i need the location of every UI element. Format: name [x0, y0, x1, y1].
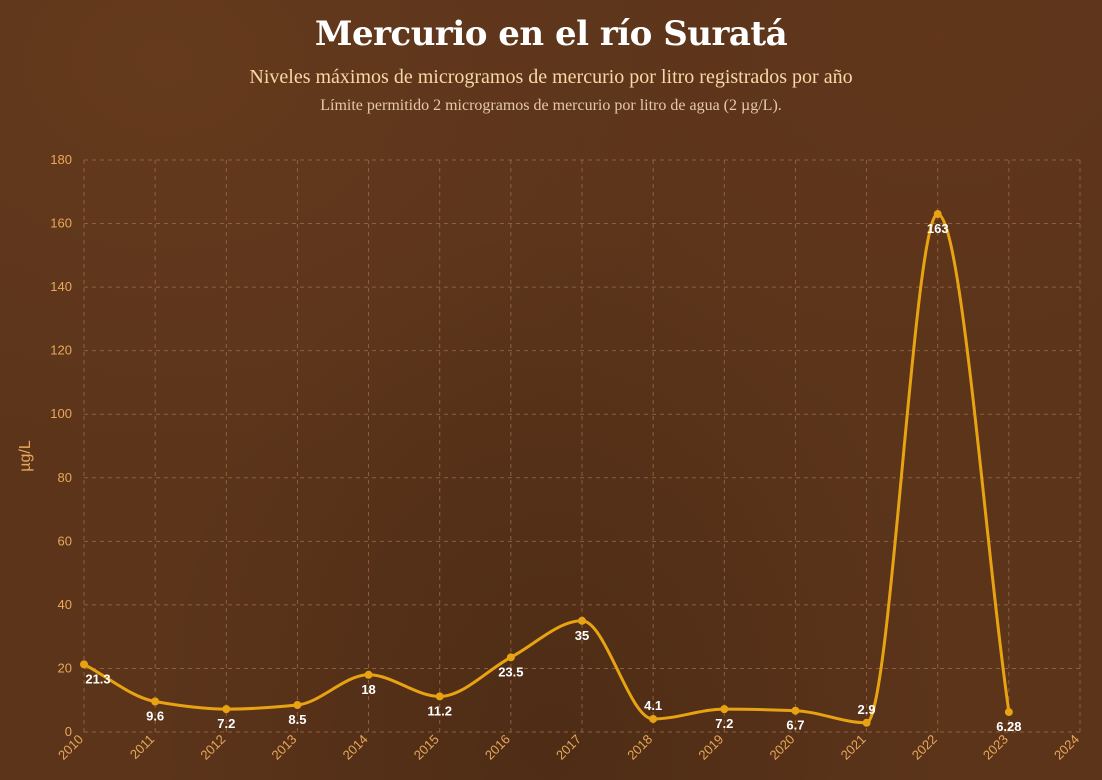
- data-point: [293, 700, 302, 709]
- data-points: [80, 210, 1013, 727]
- data-label: 11.2: [427, 703, 452, 718]
- x-tick-label: 2020: [766, 732, 797, 763]
- data-point: [364, 670, 373, 679]
- data-point: [80, 660, 88, 669]
- data-label: 6.7: [786, 718, 804, 733]
- series-line: [83, 212, 1011, 725]
- x-tick-label: 2022: [909, 732, 940, 763]
- data-label: 9.6: [146, 708, 164, 723]
- data-point: [791, 706, 800, 715]
- y-tick-label: 140: [50, 279, 72, 294]
- grid: [83, 159, 1081, 733]
- x-tick-label: 2019: [695, 732, 726, 763]
- data-point: [720, 705, 729, 714]
- y-tick-label: 160: [50, 216, 72, 231]
- y-axis-ticks: 0 20 40 60 80 100 120 140 160 180: [50, 152, 72, 739]
- y-tick-label: 180: [50, 152, 72, 167]
- y-axis-title: µg/L: [17, 440, 34, 472]
- x-axis-ticks: 2010 2011 2012 2013 2014 2015 2016 2017 2018 2019…: [55, 732, 1082, 763]
- data-point: [151, 697, 160, 706]
- data-labels: 21.3 9.6 7.2 8.5 18 11.2 23.5 35 4.1 7.2 6.7 2.9 163…: [85, 221, 1021, 734]
- data-point: [649, 714, 658, 723]
- x-tick-label: 2018: [624, 732, 655, 763]
- data-point: [1004, 708, 1013, 717]
- x-tick-label: 2017: [553, 732, 584, 763]
- data-label: 6.28: [996, 719, 1021, 734]
- x-tick-label: 2014: [340, 732, 371, 763]
- data-point: [862, 718, 871, 727]
- x-tick-label: 2010: [55, 732, 86, 763]
- x-tick-label: 2016: [482, 732, 513, 763]
- data-label: 21.3: [85, 671, 110, 686]
- data-label: 8.5: [288, 712, 306, 727]
- chart-title: Mercurio en el río Suratá: [314, 14, 788, 54]
- x-tick-label: 2011: [127, 732, 157, 762]
- x-tick-label: 2015: [411, 732, 442, 763]
- x-tick-label: 2012: [197, 732, 228, 763]
- data-label: 2.9: [858, 702, 876, 717]
- y-tick-label: 0: [65, 724, 72, 739]
- data-label: 7.2: [715, 716, 733, 731]
- x-tick-label: 2021: [838, 732, 869, 763]
- y-tick-label: 120: [50, 343, 72, 358]
- data-point: [933, 210, 942, 219]
- data-label: 35: [575, 628, 589, 643]
- y-tick-label: 20: [58, 660, 72, 675]
- data-point: [222, 705, 231, 714]
- x-tick-label: 2024: [1051, 732, 1082, 763]
- data-label: 18: [361, 682, 375, 697]
- y-tick-label: 40: [58, 597, 72, 612]
- data-point: [578, 616, 586, 625]
- data-label: 163: [927, 221, 949, 236]
- chart-note: Límite permitido 2 microgramos de mercur…: [320, 97, 782, 114]
- x-tick-label: 2013: [268, 732, 299, 763]
- data-label: 4.1: [644, 698, 662, 713]
- data-point: [435, 692, 444, 701]
- data-label: 23.5: [498, 664, 523, 679]
- y-tick-label: 80: [58, 470, 72, 485]
- y-tick-label: 60: [58, 533, 72, 548]
- y-tick-label: 100: [50, 406, 72, 421]
- data-label: 7.2: [217, 716, 235, 731]
- x-tick-label: 2023: [980, 732, 1011, 763]
- chart-subtitle: Niveles máximos de microgramos de mercur…: [249, 66, 853, 88]
- data-point: [506, 653, 515, 662]
